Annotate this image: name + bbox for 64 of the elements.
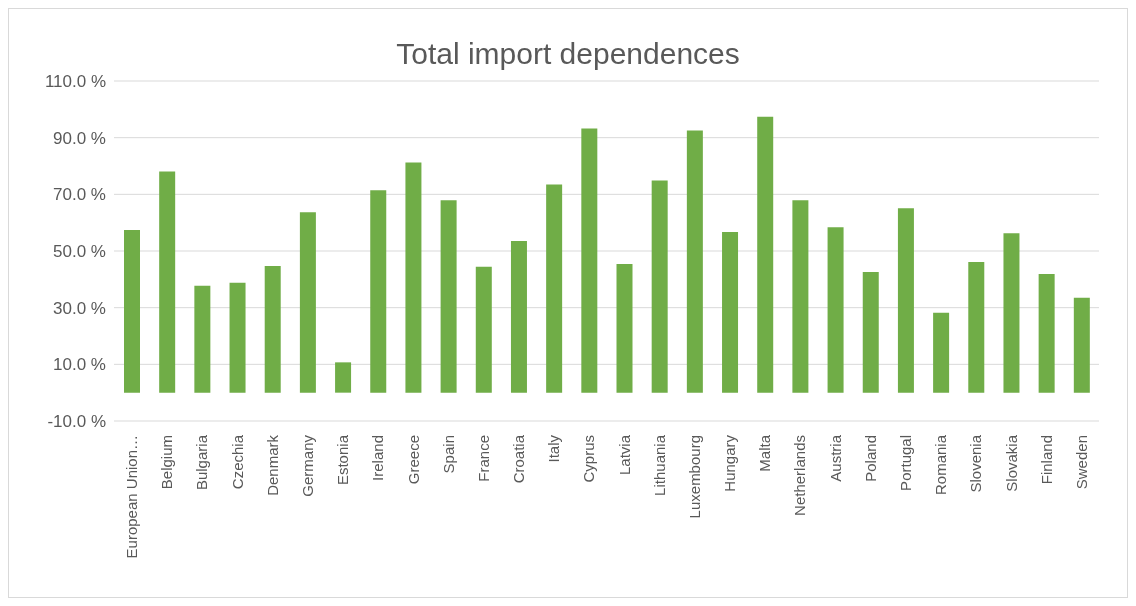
x-tick-label: European Union… [123, 435, 141, 559]
bar [686, 130, 703, 393]
x-tick-label: Cyprus [580, 435, 598, 483]
bar [299, 212, 316, 393]
x-tick-label: Lithuania [650, 434, 668, 496]
x-tick-label: Czechia [228, 434, 246, 490]
bar [1073, 297, 1090, 393]
y-tick-label: 90.0 % [53, 128, 106, 148]
bar [405, 162, 422, 393]
bar [440, 200, 457, 393]
x-tick-label: Portugal [897, 435, 915, 491]
bar [757, 116, 774, 393]
bar [933, 312, 950, 393]
bar [968, 262, 985, 393]
x-tick-label: Hungary [721, 434, 739, 492]
x-tick-label: Italy [545, 434, 563, 463]
bar [194, 285, 211, 393]
bar [370, 190, 387, 393]
x-tick-label: Germany [298, 434, 316, 497]
chart-title: Total import dependences [395, 36, 741, 71]
bar [651, 180, 668, 393]
y-tick-label: 30.0 % [53, 298, 106, 318]
bar [792, 200, 809, 393]
x-tick-label: Slovenia [967, 434, 985, 493]
y-tick-label: 70.0 % [53, 185, 106, 205]
bar [1003, 233, 1020, 393]
x-tick-label: Netherlands [791, 435, 809, 516]
bar [722, 232, 739, 393]
bar [897, 208, 914, 393]
x-tick-label: Latvia [615, 434, 633, 476]
x-tick-label: Finland [1037, 435, 1055, 485]
x-tick-label: Luxembourg [685, 435, 703, 519]
x-tick-label: Malta [756, 434, 774, 472]
x-tick-label: Spain [439, 435, 457, 474]
y-tick-label: -10.0 % [47, 412, 106, 432]
y-tick-label: 110.0 % [44, 72, 106, 92]
bar [229, 282, 246, 393]
bar [827, 227, 844, 393]
bar [475, 266, 492, 393]
bar [124, 230, 140, 393]
x-tick-label: Bulgaria [193, 434, 211, 491]
x-tick-label: Denmark [263, 434, 281, 496]
bar [264, 266, 281, 393]
bar [510, 241, 527, 393]
bar [335, 362, 352, 393]
bar [581, 128, 598, 393]
x-tick-label: France [474, 435, 492, 482]
y-tick-label: 50.0 % [53, 242, 106, 262]
x-tick-label: Austria [826, 434, 844, 482]
x-tick-label: Poland [861, 435, 879, 482]
bar [616, 264, 633, 393]
bar [546, 184, 563, 393]
x-tick-label: Romania [932, 434, 950, 496]
x-tick-label: Estonia [334, 434, 352, 486]
x-tick-label: Belgium [158, 435, 176, 490]
x-tick-label: Croatia [510, 434, 528, 484]
x-tick-label: Greece [404, 435, 422, 485]
y-tick-label: 10.0 % [53, 355, 106, 375]
x-tick-label: Sweden [1072, 435, 1090, 490]
bar [159, 171, 176, 393]
bar [1038, 273, 1055, 393]
bar [862, 271, 879, 393]
x-tick-label: Slovakia [1002, 434, 1020, 492]
x-tick-label: Ireland [369, 435, 387, 481]
